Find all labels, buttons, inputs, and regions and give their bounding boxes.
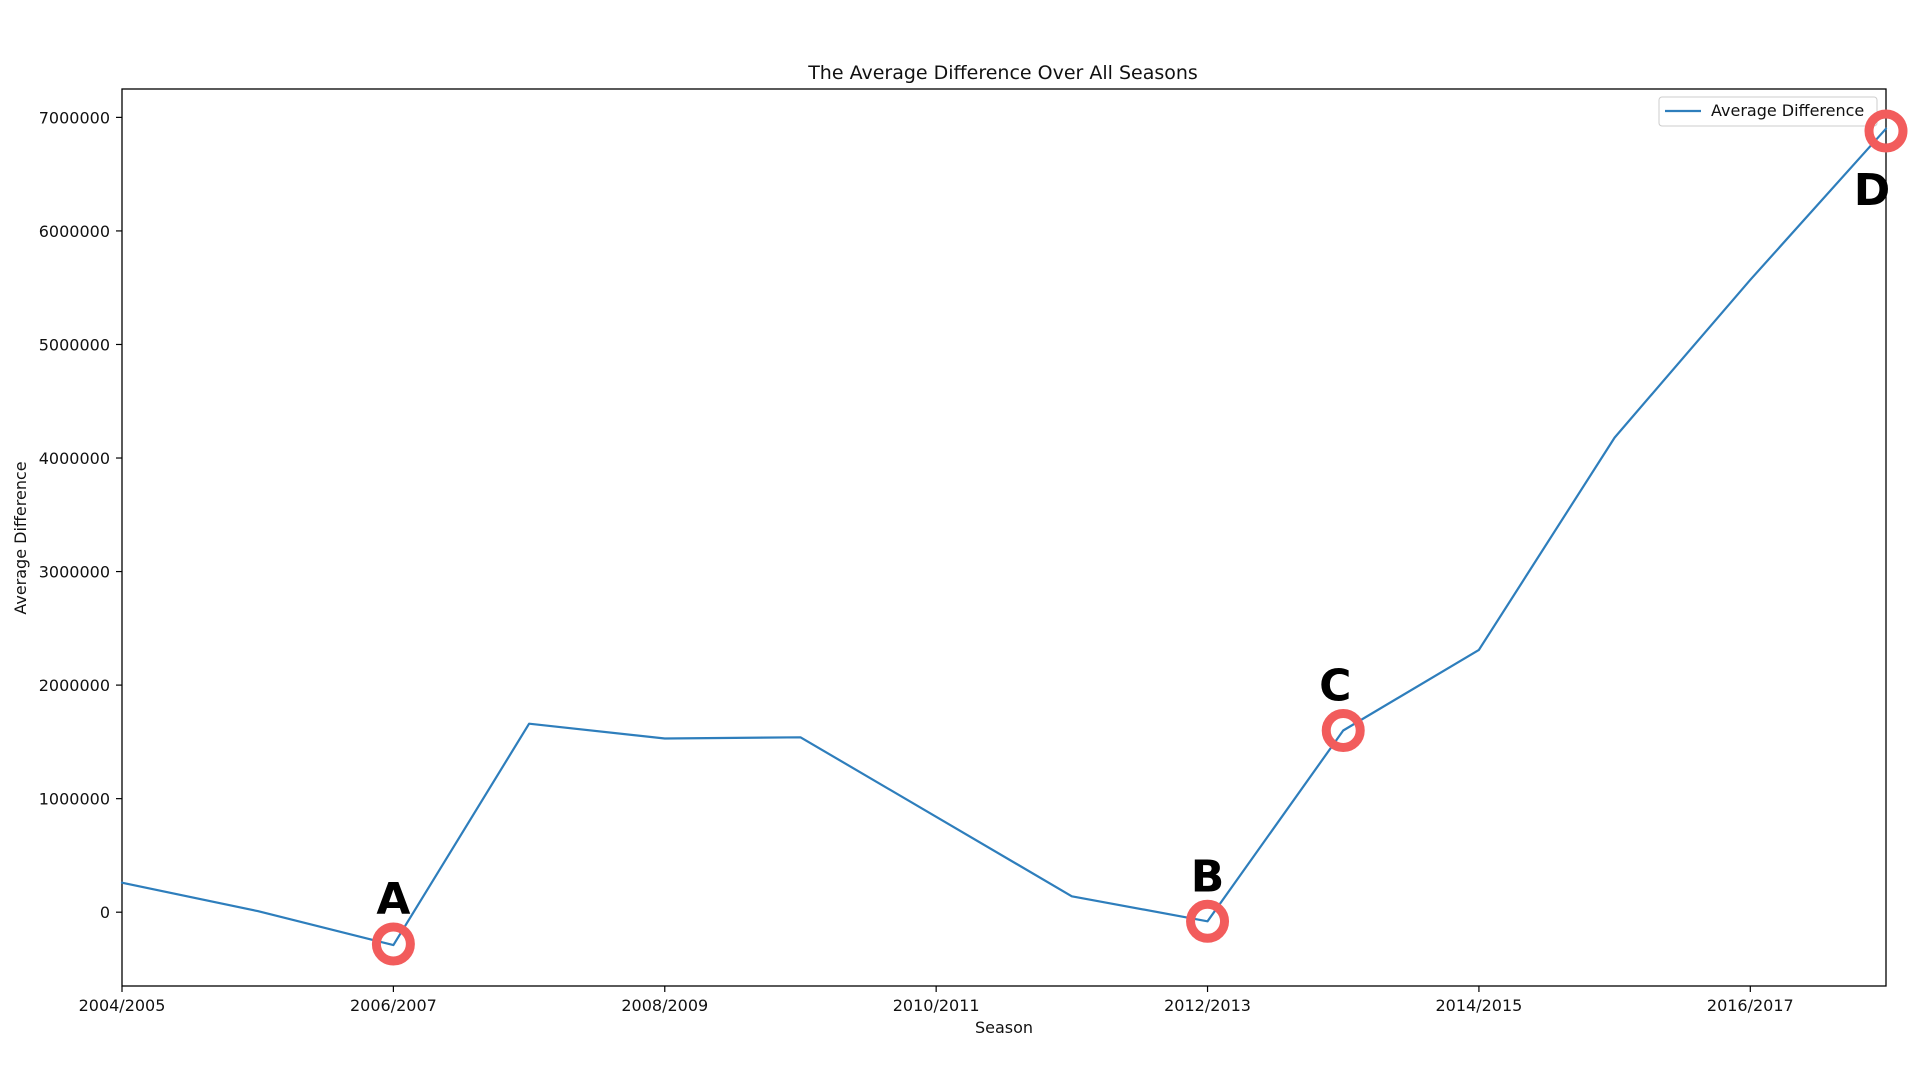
x-tick-label: 2016/2017 [1707, 996, 1794, 1015]
annotation-letter-d: D [1854, 165, 1891, 216]
legend-label-average-difference: Average Difference [1711, 101, 1864, 120]
series-line [122, 129, 1886, 945]
y-tick-label: 1000000 [39, 790, 110, 809]
series-group [122, 129, 1886, 945]
y-tick-label: 5000000 [39, 335, 110, 354]
y-axis: 0 1000000 2000000 3000000 4000000 5000000 6000… [39, 108, 122, 922]
x-tick-label: 2012/2013 [1164, 996, 1251, 1015]
y-tick-label: 7000000 [39, 108, 110, 127]
x-tick-label: 2004/2005 [79, 996, 166, 1015]
plot-area [122, 89, 1886, 986]
x-tick-label: 2014/2015 [1436, 996, 1523, 1015]
x-tick-label: 2010/2011 [893, 996, 980, 1015]
y-tick-label: 4000000 [39, 449, 110, 468]
x-tick-label: 2008/2009 [621, 996, 708, 1015]
x-tick-label: 2006/2007 [350, 996, 437, 1015]
x-axis-label: Season [975, 1018, 1033, 1037]
annotation-letter-c: C [1319, 661, 1351, 712]
y-axis-label: Average Difference [11, 461, 30, 614]
y-tick-label: 2000000 [39, 676, 110, 695]
x-axis: 2004/2005 2006/2007 2008/2009 2010/2011 2012… [79, 986, 1794, 1015]
annotation-letter-a: A [376, 874, 410, 925]
y-tick-label: 0 [100, 903, 110, 922]
y-tick-label: 6000000 [39, 222, 110, 241]
plot-frame [122, 89, 1886, 986]
annotation-letter-b: B [1191, 851, 1225, 902]
legend: Average Difference [1659, 97, 1877, 126]
chart-title: The Average Difference Over All Seasons [807, 62, 1198, 84]
y-tick-label: 3000000 [39, 563, 110, 582]
annotations: A B C D [376, 114, 1903, 961]
